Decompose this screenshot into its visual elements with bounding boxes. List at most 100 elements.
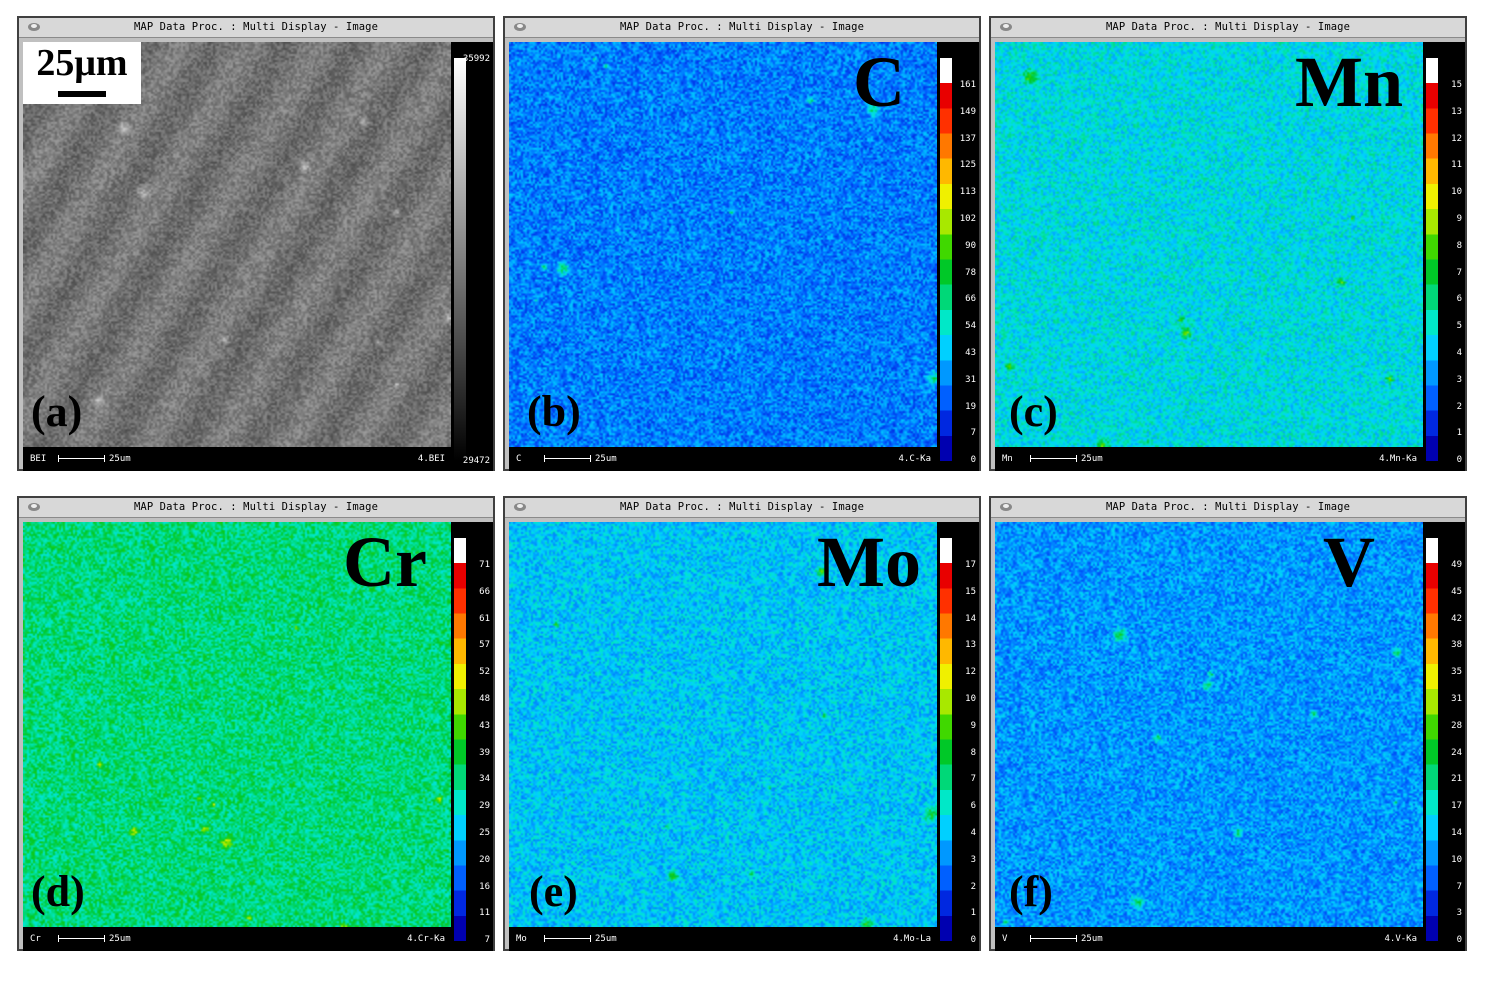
scale-tick: 43: [479, 720, 490, 731]
status-bar: C 25um 4.C-Ka: [509, 447, 937, 471]
scale-tick: 17: [1451, 801, 1462, 812]
color-scale: 15 13 12 11 10 9 8 7 6 5 4 3 2 1 0: [1423, 42, 1465, 471]
window-titlebar[interactable]: MAP Data Proc. : Multi Display - Image: [505, 498, 979, 518]
color-scale: 161 149 137 125 113 102 90 78 66 54 43 31 19 7 0: [937, 42, 979, 471]
scale-tick: 49: [1451, 560, 1462, 570]
c-map-canvas: [509, 42, 937, 447]
map-image[interactable]: Cr 25um 4.Cr-Ka: [23, 522, 451, 951]
window-titlebar[interactable]: MAP Data Proc. : Multi Display - Image: [19, 18, 493, 38]
scale-tick: 113: [959, 187, 976, 198]
status-scale-bar: [58, 458, 105, 459]
status-bar: Mo 25um 4.Mo-La: [509, 927, 937, 951]
status-signal: V: [1002, 934, 1008, 944]
scale-tick: 29: [479, 801, 490, 812]
window-titlebar[interactable]: MAP Data Proc. : Multi Display - Image: [505, 18, 979, 38]
scale-tick: 3: [970, 854, 976, 865]
scale-tick: 15: [965, 586, 976, 597]
v-map-canvas: [995, 522, 1423, 927]
panel-label: (f): [1009, 867, 1053, 916]
window-menu-icon[interactable]: [27, 21, 41, 33]
panel-label: (d): [31, 867, 85, 916]
status-line: 4.Mn-Ka: [1379, 454, 1417, 464]
window-title: MAP Data Proc. : Multi Display - Image: [619, 501, 865, 513]
window-titlebar[interactable]: MAP Data Proc. : Multi Display - Image: [991, 498, 1465, 518]
window-menu-icon[interactable]: [513, 501, 527, 513]
scale-tick: 2: [1456, 401, 1462, 412]
cr-map-canvas: [23, 522, 451, 927]
scale-tick: 45: [1451, 586, 1462, 597]
scale-tick: 0: [1456, 455, 1462, 466]
window-menu-icon[interactable]: [513, 21, 527, 33]
scale-tick: 7: [1456, 881, 1462, 892]
status-bar: V 25um 4.V-Ka: [995, 927, 1423, 951]
panel-label: (c): [1009, 387, 1058, 436]
status-scale-bar: [1030, 458, 1077, 459]
window-title: MAP Data Proc. : Multi Display - Image: [619, 21, 865, 33]
element-label: Cr: [343, 522, 427, 602]
window-title: MAP Data Proc. : Multi Display - Image: [133, 501, 379, 513]
scale-tick: 39: [479, 747, 490, 758]
status-line: 4.C-Ka: [898, 454, 931, 464]
scale-tick: 66: [965, 294, 976, 305]
scale-tick: 6: [1456, 294, 1462, 305]
scale-tick: 14: [1451, 828, 1462, 838]
scale-tick: 19: [965, 401, 976, 412]
scale-tick: 0: [970, 455, 976, 466]
scale-tick: 13: [965, 640, 976, 651]
status-scale-text: 25um: [595, 934, 617, 944]
map-image[interactable]: C 25um 4.C-Ka: [509, 42, 937, 471]
scale-tick: 52: [479, 667, 490, 678]
map-image[interactable]: Mn 25um 4.Mn-Ka: [995, 42, 1423, 471]
scale-tick: 137: [959, 133, 976, 144]
scale-tick: 8: [970, 747, 976, 758]
map-image[interactable]: Mo 25um 4.Mo-La: [509, 522, 937, 951]
scale-tick: 35: [1451, 667, 1462, 678]
scale-tick: 1: [1456, 428, 1462, 439]
scale-tick: 57: [479, 640, 490, 651]
scale-tick: 2: [970, 881, 976, 892]
map-window-mo: MAP Data Proc. : Multi Display - Image M…: [503, 496, 981, 951]
scale-tick: 61: [479, 613, 490, 624]
status-line: 4.Cr-Ka: [407, 934, 445, 944]
scale-tick: 11: [479, 908, 490, 919]
window-titlebar[interactable]: MAP Data Proc. : Multi Display - Image: [19, 498, 493, 518]
color-scale-bar: [940, 538, 952, 941]
window-menu-icon[interactable]: [27, 501, 41, 513]
mo-map-canvas: [509, 522, 937, 927]
window-title: MAP Data Proc. : Multi Display - Image: [133, 21, 379, 33]
scale-tick: 38: [1451, 640, 1462, 651]
scale-tick: 149: [959, 106, 976, 117]
panel-label: (e): [529, 867, 578, 916]
status-scale-text: 25um: [595, 454, 617, 464]
map-image[interactable]: BEI 25um 4.BEI: [23, 42, 451, 471]
window-menu-icon[interactable]: [999, 501, 1013, 513]
panel-label: (a): [31, 387, 83, 436]
scale-tick: 15: [1451, 80, 1462, 90]
scale-tick: 0: [1456, 935, 1462, 946]
scale-tick: 125: [959, 160, 976, 171]
scale-tick: 8: [1456, 240, 1462, 251]
scale-tick: 12: [1451, 133, 1462, 144]
window-menu-icon[interactable]: [999, 21, 1013, 33]
status-line: 4.V-Ka: [1384, 934, 1417, 944]
map-image[interactable]: V 25um 4.V-Ka: [995, 522, 1423, 951]
scale-tick: 20: [479, 854, 490, 865]
map-window-cr: MAP Data Proc. : Multi Display - Image C…: [17, 496, 495, 951]
status-bar: BEI 25um 4.BEI: [23, 447, 451, 471]
scale-tick: 13: [1451, 106, 1462, 117]
window-titlebar[interactable]: MAP Data Proc. : Multi Display - Image: [991, 18, 1465, 38]
scale-marker-text: 25μm: [36, 42, 128, 84]
scale-tick: 10: [965, 694, 976, 704]
status-signal: BEI: [30, 454, 47, 464]
status-signal: Mo: [516, 934, 527, 944]
scale-tick: 11: [1451, 160, 1462, 171]
status-signal: C: [516, 454, 522, 464]
scale-tick: 9: [970, 720, 976, 731]
scale-tick: 6: [970, 801, 976, 812]
map-window-bei: MAP Data Proc. : Multi Display - Image B…: [17, 16, 495, 471]
color-scale-bar: [454, 538, 466, 941]
mn-map-canvas: [995, 42, 1423, 447]
status-scale-text: 25um: [1081, 454, 1103, 464]
status-line: 4.BEI: [417, 454, 445, 464]
window-title: MAP Data Proc. : Multi Display - Image: [1105, 501, 1351, 513]
